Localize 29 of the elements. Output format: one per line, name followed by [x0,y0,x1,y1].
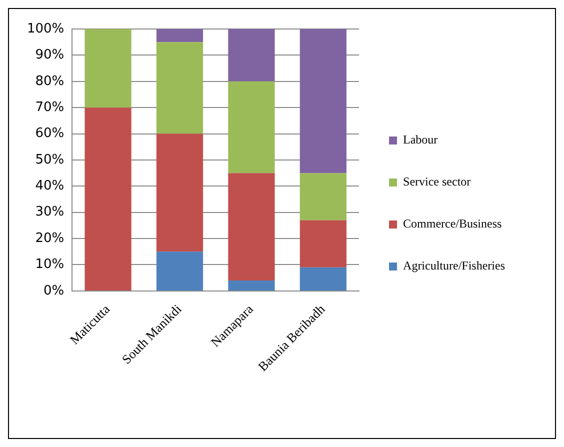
y-tick-label: 30% [35,204,64,220]
bar [300,173,346,220]
y-tick-label: 70% [35,100,64,115]
bar [228,280,275,290]
bar [300,267,346,290]
bar [228,29,275,82]
y-tick-label: 0% [44,283,64,298]
y-tick-label: 90% [35,48,64,63]
y-tick-label: 10% [35,257,64,272]
legend-label: Labour [403,132,438,147]
bar [156,252,204,290]
y-tick-label: 100% [26,21,64,36]
legend-label: Commerce/Business [403,216,502,231]
bar [156,29,204,42]
y-tick-label: 20% [35,230,64,246]
legend-label: Service sector [403,174,471,189]
y-tick-label: 40% [35,178,64,194]
legend-label: Agriculture/Fisheries [403,258,506,273]
bar [228,173,275,280]
bar [156,134,204,252]
bar [156,42,204,134]
bar [84,108,132,290]
y-tick-label: 80% [35,74,64,89]
bar [228,81,275,174]
bar [300,29,346,174]
bar [84,29,132,108]
y-tick-label: 60% [35,126,64,142]
y-tick-label: 50% [35,152,64,168]
bar [300,220,346,268]
